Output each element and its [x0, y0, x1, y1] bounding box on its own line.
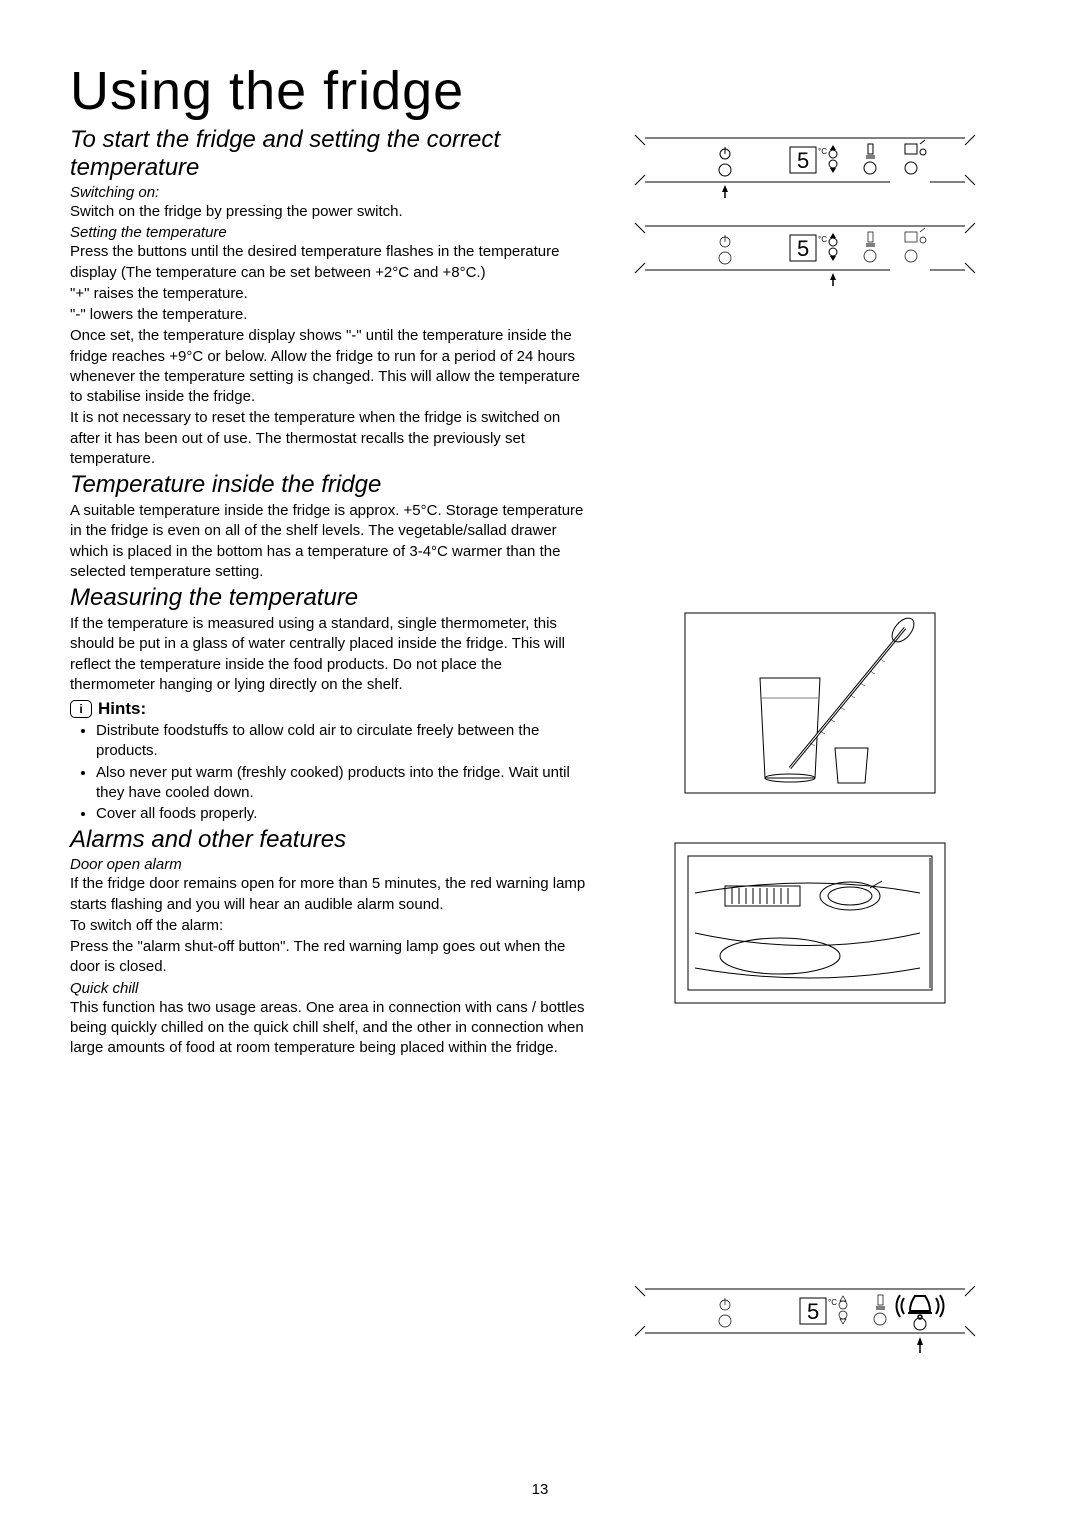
- svg-text:°C: °C: [818, 235, 827, 244]
- alarm-panel-diagram: 5 °C: [630, 1278, 980, 1358]
- once-set-text: Once set, the temperature display shows …: [70, 326, 590, 407]
- hint-item: Cover all foods properly.: [96, 804, 590, 824]
- right-column: 5 °C: [630, 60, 990, 1358]
- control-panel-group: 5 °C: [630, 130, 990, 288]
- reset-text: It is not necessary to reset the tempera…: [70, 408, 590, 469]
- setting-temp-text: Press the buttons until the desired temp…: [70, 242, 590, 283]
- hint-item: Distribute foodstuffs to allow cold air …: [96, 721, 590, 762]
- measuring-heading: Measuring the temperature: [70, 584, 590, 612]
- measuring-text: If the temperature is measured using a s…: [70, 614, 590, 695]
- switching-on-label: Switching on:: [70, 184, 590, 201]
- door-alarm-text: If the fridge door remains open for more…: [70, 874, 590, 915]
- thermometer-glass-diagram: [680, 608, 940, 798]
- info-icon: i: [70, 700, 92, 718]
- hints-list: Distribute foodstuffs to allow cold air …: [70, 721, 590, 824]
- alarms-heading: Alarms and other features: [70, 826, 590, 854]
- control-panel-2: 5 °C: [630, 218, 980, 288]
- main-title: Using the fridge: [70, 60, 590, 122]
- control-panel-1: 5 °C: [630, 130, 980, 200]
- svg-text:°C: °C: [818, 147, 827, 156]
- setting-temp-label: Setting the temperature: [70, 224, 590, 241]
- section-start-heading: To start the fridge and setting the corr…: [70, 126, 590, 182]
- fridge-shelf-diagram: [670, 838, 950, 1008]
- page-number: 13: [532, 1481, 549, 1498]
- switching-on-text: Switch on the fridge by pressing the pow…: [70, 202, 590, 222]
- left-column: Using the fridge To start the fridge and…: [70, 60, 590, 1358]
- switch-off-text: Press the "alarm shut-off button". The r…: [70, 937, 590, 978]
- svg-text:°C: °C: [828, 1298, 837, 1307]
- hints-header: i Hints:: [70, 699, 590, 719]
- switch-off-label: To switch off the alarm:: [70, 916, 590, 936]
- svg-text:5: 5: [797, 236, 809, 261]
- svg-text:5: 5: [807, 1299, 819, 1324]
- hint-item: Also never put warm (freshly cooked) pro…: [96, 763, 590, 804]
- door-alarm-label: Door open alarm: [70, 856, 590, 873]
- svg-text:5: 5: [797, 148, 809, 173]
- quick-chill-text: This function has two usage areas. One a…: [70, 998, 590, 1059]
- temp-inside-heading: Temperature inside the fridge: [70, 471, 590, 499]
- temp-inside-text: A suitable temperature inside the fridge…: [70, 501, 590, 582]
- quick-chill-label: Quick chill: [70, 980, 590, 997]
- hints-label: Hints:: [98, 699, 146, 719]
- minus-text: "-" lowers the temperature.: [70, 305, 590, 325]
- plus-text: "+" raises the temperature.: [70, 284, 590, 304]
